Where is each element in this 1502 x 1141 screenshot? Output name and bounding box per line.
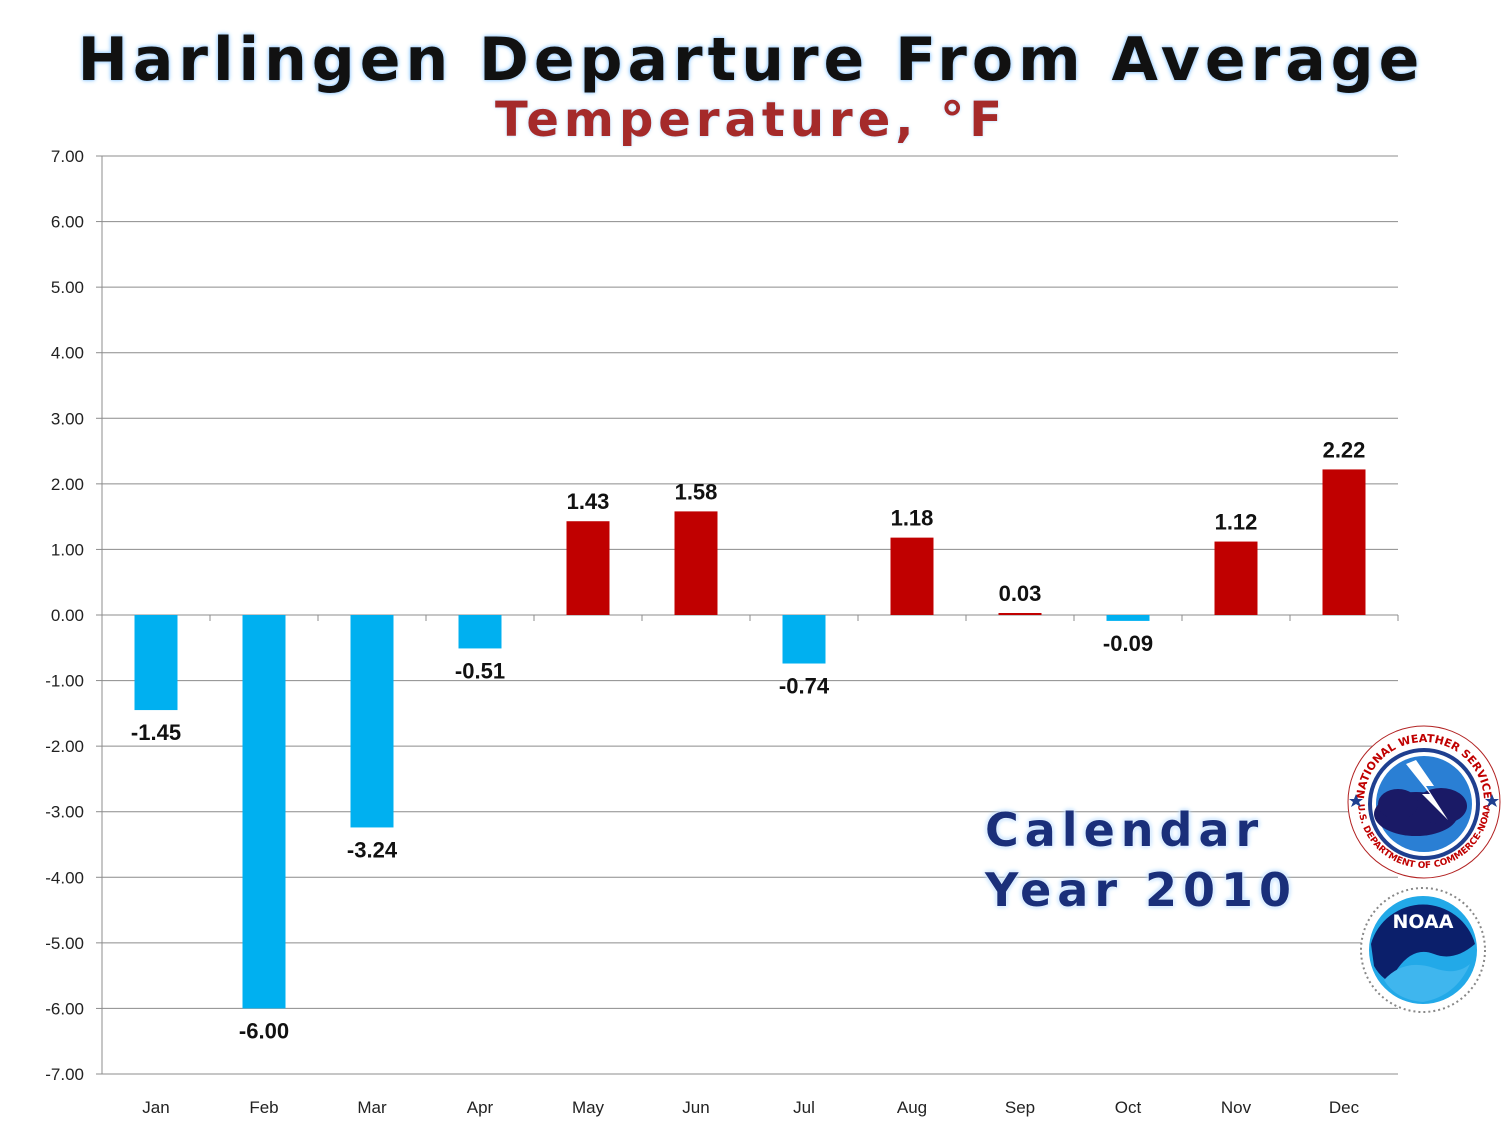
y-tick-label: 0.00 [51,606,84,625]
bars [134,469,1366,1009]
y-tick-label: -3.00 [45,803,84,822]
bar-jun [674,511,718,615]
data-label-jan: -1.45 [131,720,181,745]
calendar-year-annotation: Calendar Year 2010 [985,800,1315,920]
y-tick-label: 3.00 [51,409,84,428]
data-label-jun: 1.58 [675,479,718,504]
bar-aug [890,537,934,615]
x-tick-label: Jun [682,1098,709,1117]
data-label-aug: 1.18 [891,506,934,531]
data-labels: -1.45 -6.00 -3.24 -0.51 1.43 1.58 -0.74 1.18 0.0… [131,437,1365,1043]
x-tick-label: Apr [467,1098,494,1117]
x-tick-label: Mar [357,1098,387,1117]
y-tick-label: -4.00 [45,868,84,887]
y-tick-label: 7.00 [51,147,84,166]
axes: 7.00 6.00 5.00 4.00 3.00 2.00 1.00 0.00 -1.00 -2.… [45,147,1399,1117]
y-tick-label: -2.00 [45,737,84,756]
nws-lightning-cloud-icon [1374,760,1467,836]
annotation-line-2: Year 2010 [985,863,1298,917]
bar-sep [998,613,1042,615]
x-tick-label: Aug [897,1098,927,1117]
x-tick-label: Sep [1005,1098,1035,1117]
x-tick-label: Jan [142,1098,169,1117]
x-tick-label: Dec [1329,1098,1360,1117]
data-label-may: 1.43 [567,489,610,514]
y-tick-label: -7.00 [45,1065,84,1084]
bar-jan [134,615,178,711]
y-tick-label: 6.00 [51,213,84,232]
y-tick-label: -5.00 [45,934,84,953]
noaa-logo: NOAA [1360,887,1486,1013]
chart-title: Harlingen Departure From Average [77,25,1425,95]
bar-feb [242,615,286,1009]
y-tick-label: 4.00 [51,344,84,363]
data-label-nov: 1.12 [1215,510,1258,535]
data-label-feb: -6.00 [239,1018,289,1043]
bar-mar [350,615,394,828]
data-label-mar: -3.24 [347,837,398,862]
bar-apr [458,615,502,649]
y-tick-label: 1.00 [51,540,84,559]
y-tick-label: 5.00 [51,278,84,297]
x-tick-label: Oct [1115,1098,1142,1117]
annotation-line-1: Calendar [985,803,1265,857]
data-label-dec: 2.22 [1323,437,1366,462]
chart-subtitle: Temperature, °F [495,92,1007,148]
y-tick-label: -6.00 [45,999,84,1018]
bar-dec [1322,469,1366,615]
y-tick-label: 2.00 [51,475,84,494]
x-tick-label: Nov [1221,1098,1252,1117]
nws-logo: NATIONAL WEATHER SERVICE U.S. DEPARTMENT… [1347,725,1501,879]
bar-may [566,521,610,615]
x-tick-label: May [572,1098,605,1117]
x-tick-label: Jul [793,1098,815,1117]
data-label-apr: -0.51 [455,658,505,683]
bar-nov [1214,541,1258,615]
y-tick-label: -1.00 [45,672,84,691]
data-label-sep: 0.03 [999,581,1042,606]
data-label-jul: -0.74 [779,674,830,699]
bar-oct [1106,615,1150,621]
x-tick-label: Feb [249,1098,278,1117]
noaa-bird-icon [1371,904,1475,1002]
noaa-label: NOAA [1393,911,1454,933]
data-label-oct: -0.09 [1103,631,1153,656]
bar-jul [782,615,826,664]
